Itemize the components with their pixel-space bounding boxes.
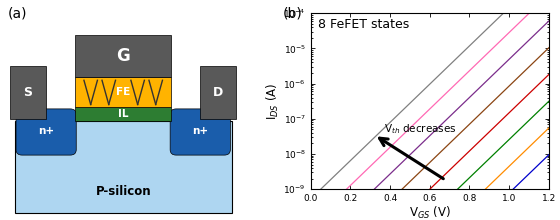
Text: n+: n+	[192, 126, 208, 136]
FancyBboxPatch shape	[170, 109, 230, 155]
Bar	[10, 66, 46, 119]
Text: (a): (a)	[8, 7, 27, 21]
Bar	[75, 35, 171, 77]
X-axis label: V$_{GS}$ (V): V$_{GS}$ (V)	[409, 204, 451, 220]
Text: G: G	[116, 47, 130, 65]
Bar	[75, 107, 171, 121]
FancyBboxPatch shape	[16, 109, 76, 155]
Text: P-silicon: P-silicon	[95, 185, 151, 198]
Text: (b): (b)	[283, 7, 302, 21]
Text: S: S	[24, 86, 32, 99]
Bar	[75, 77, 171, 107]
Text: n+: n+	[38, 126, 54, 136]
Text: IL: IL	[118, 109, 128, 119]
Text: 8 FeFET states: 8 FeFET states	[318, 18, 409, 31]
Y-axis label: I$_{DS}$ (A): I$_{DS}$ (A)	[264, 82, 281, 120]
Text: D: D	[213, 86, 223, 99]
Bar	[200, 66, 236, 119]
Text: FE: FE	[116, 87, 130, 97]
Bar	[15, 121, 231, 213]
Text: V$_{th}$ decreases: V$_{th}$ decreases	[384, 122, 457, 136]
